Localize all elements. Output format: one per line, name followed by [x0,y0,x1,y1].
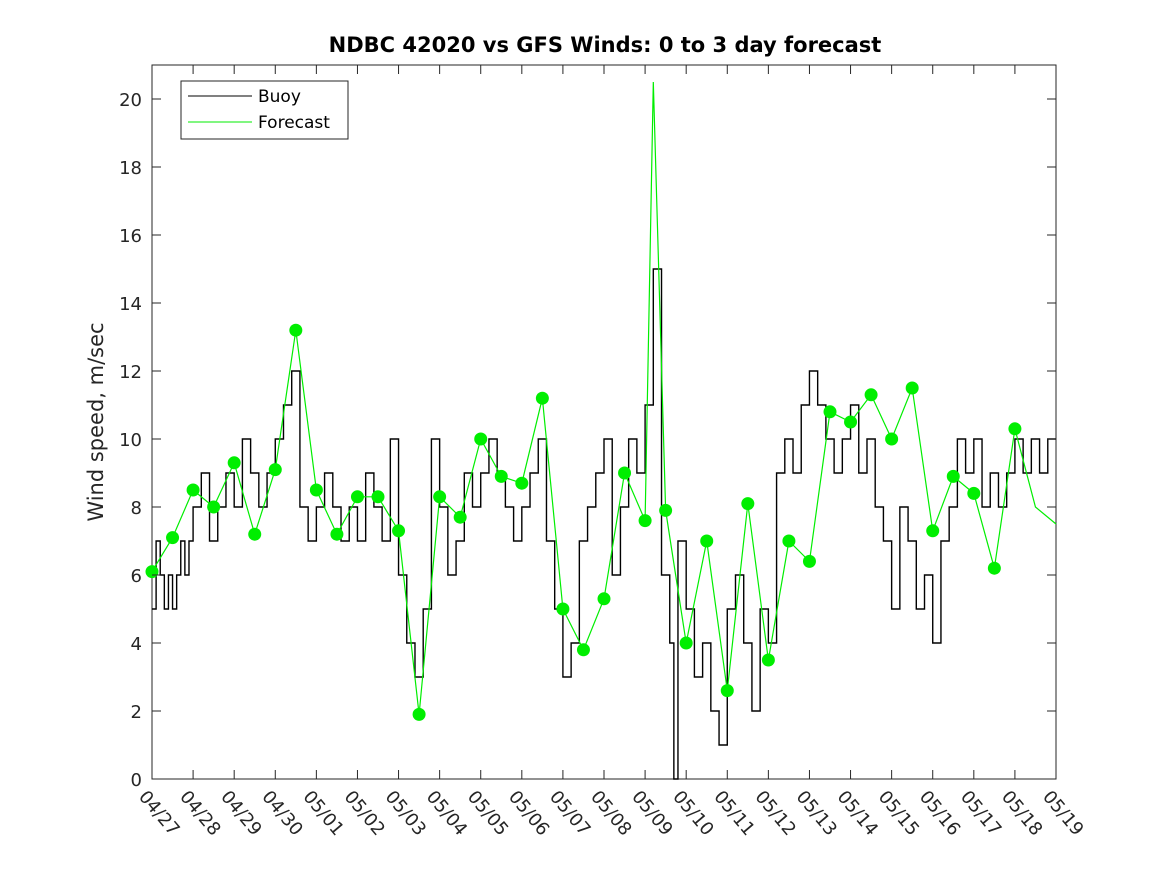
y-tick-label: 6 [131,566,142,587]
forecast-point [885,432,899,446]
forecast-point [268,463,282,477]
plot-area: 0246810121416182004/2704/2804/2904/3005/… [119,64,1088,840]
y-tick-label: 12 [119,362,142,383]
forecast-point [782,534,796,548]
y-axis-label: Wind speed, m/sec [84,322,108,521]
forecast-point [515,476,529,490]
forecast-point [207,500,221,514]
forecast-point [330,527,344,541]
forecast-point [638,514,652,528]
forecast-point [535,391,549,405]
forecast-point [248,527,262,541]
forecast-point [659,503,673,517]
forecast-point [412,707,426,721]
forecast-series-line [151,81,1057,715]
forecast-point [494,469,508,483]
y-tick-label: 20 [119,90,142,111]
y-tick-label: 14 [119,294,142,315]
forecast-point [926,524,940,538]
forecast-point [350,490,364,504]
y-tick-label: 10 [119,430,142,451]
forecast-point [700,534,714,548]
y-tick-label: 18 [119,158,142,179]
forecast-point [823,405,837,419]
forecast-point [289,323,303,337]
plot-frame [151,64,1057,780]
chart-title: NDBC 42020 vs GFS Winds: 0 to 3 day fore… [329,33,882,57]
forecast-point [741,497,755,511]
forecast-point [392,524,406,538]
forecast-point [145,565,159,579]
y-tick-label: 2 [131,702,142,723]
legend: Buoy Forecast [180,80,349,140]
forecast-point [576,643,590,657]
legend-buoy-label: Buoy [258,87,301,107]
forecast-point [946,469,960,483]
forecast-point [433,490,447,504]
forecast-point [474,432,488,446]
forecast-point [987,561,1001,575]
forecast-point [556,602,570,616]
y-tick-label: 16 [119,226,142,247]
forecast-point [597,592,611,606]
y-tick-label: 0 [131,770,142,791]
forecast-point [309,483,323,497]
series-layer [145,81,1057,780]
y-tick-label: 4 [131,634,142,655]
forecast-point [371,490,385,504]
forecast-point [166,531,180,545]
forecast-point [453,510,467,524]
forecast-point [227,456,241,470]
forecast-point [186,483,200,497]
forecast-point [802,554,816,568]
forecast-point [864,388,878,402]
forecast-point [905,381,919,395]
forecast-point [679,636,693,650]
forecast-point [1008,422,1022,436]
legend-box [180,80,349,140]
forecast-point [618,466,632,480]
forecast-point [720,684,734,698]
y-tick-label: 8 [131,498,142,519]
legend-forecast-label: Forecast [258,113,330,133]
forecast-point [844,415,858,429]
forecast-point [967,486,981,500]
forecast-point [761,653,775,667]
